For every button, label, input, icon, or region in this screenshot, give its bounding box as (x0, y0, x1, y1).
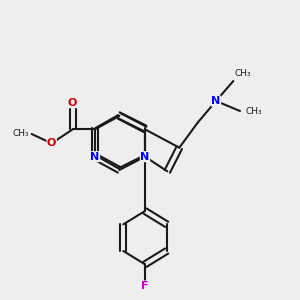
Text: CH₃: CH₃ (235, 69, 251, 78)
Text: N: N (90, 152, 100, 162)
Text: CH₃: CH₃ (12, 130, 29, 139)
Text: O: O (47, 138, 56, 148)
Text: CH₃: CH₃ (246, 106, 262, 116)
Text: N: N (140, 152, 150, 162)
Text: N: N (212, 96, 220, 106)
Text: F: F (141, 281, 149, 291)
Text: O: O (68, 98, 77, 108)
